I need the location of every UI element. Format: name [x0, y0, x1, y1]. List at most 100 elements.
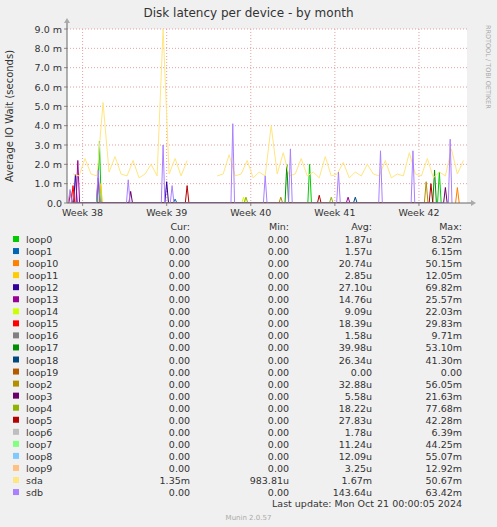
legend-stat: 0.00: [169, 355, 190, 366]
legend-swatch: [13, 308, 19, 314]
legend-stat: 69.82m: [426, 282, 462, 293]
legend-stat: 42.28m: [426, 415, 462, 426]
legend-stat: 1.78u: [345, 427, 372, 438]
legend-stat: 12.92m: [426, 463, 462, 474]
legend-stat: 21.63m: [426, 391, 462, 402]
legend-stat: 0.00: [268, 415, 289, 426]
legend-stat: 0.00: [268, 487, 289, 498]
legend-label: loop9: [26, 463, 52, 474]
legend-stat: 26.34u: [339, 355, 372, 366]
legend-stat: 0.00: [169, 270, 190, 281]
legend-label: sda: [26, 475, 43, 486]
legend-label: loop7: [26, 439, 52, 450]
legend-stat: 27.83u: [339, 415, 372, 426]
legend-stat: 0.00: [169, 246, 190, 257]
legend-swatch: [13, 381, 19, 387]
legend-stat: 77.68m: [426, 403, 462, 414]
legend-swatch: [13, 465, 19, 471]
y-tick-label: 4.0 m: [35, 120, 62, 131]
legend-stat: 0.00: [169, 451, 190, 462]
legend-stat: 0.00: [268, 306, 289, 317]
grid-line: [67, 125, 467, 126]
grid-line: [67, 183, 467, 184]
legend-swatch: [13, 236, 19, 242]
y-axis: [67, 23, 68, 203]
grid-line: [67, 67, 467, 68]
grid-line: [67, 87, 467, 88]
legend-stat: 0.00: [169, 294, 190, 305]
legend-stat: 1.35m: [160, 475, 190, 486]
legend-stat: 9.09u: [345, 306, 372, 317]
series-line: [456, 188, 460, 203]
chart: Disk latency per device - by monthAverag…: [0, 0, 497, 527]
legend-stat: 11.24u: [339, 439, 372, 450]
series-line: [76, 160, 350, 203]
legend-stat: 44.25m: [426, 439, 462, 450]
legend-stat: 0.00: [169, 234, 190, 245]
legend-swatch: [13, 248, 19, 254]
legend-label: loop5: [26, 415, 52, 426]
legend-stat: 0.00: [169, 282, 190, 293]
legend-stat: 0.00: [268, 391, 289, 402]
legend-stat: 0.00: [169, 487, 190, 498]
legend-stat: 55.07m: [426, 451, 462, 462]
credit: Munin 2.0.57: [226, 514, 272, 522]
series-line: [96, 178, 447, 203]
y-tick-label: 5.0 m: [35, 101, 62, 112]
legend-label: loop16: [26, 330, 58, 341]
legend-label: loop18: [26, 355, 58, 366]
grid-line: [418, 29, 419, 203]
legend-stat: 0.00: [169, 463, 190, 474]
legend-stat: 18.39u: [339, 318, 372, 329]
y-tick-label: 3.0 m: [35, 140, 62, 151]
y-tick-label: 2.0 m: [35, 159, 62, 170]
legend-swatch: [13, 417, 19, 423]
legend-stat: 1.57u: [345, 246, 372, 257]
legend-stat: 5.58u: [345, 391, 372, 402]
legend-stat: 18.22u: [339, 403, 372, 414]
x-axis: [67, 203, 471, 204]
legend-label: loop12: [26, 282, 58, 293]
legend-swatch: [13, 393, 19, 399]
legend-stat: 22.03m: [426, 306, 462, 317]
y-tick-label: 8.0 m: [35, 43, 62, 54]
legend-label: loop10: [26, 258, 58, 269]
legend-stat: 0.00: [268, 451, 289, 462]
legend-label: loop14: [26, 306, 58, 317]
legend-stat: 0.00: [268, 234, 289, 245]
legend-stat: 0.00: [268, 342, 289, 353]
legend-stat: 0.00: [169, 330, 190, 341]
legend-stat: 0.00: [268, 318, 289, 329]
series-line: [69, 184, 433, 203]
legend-stat: 12.05m: [426, 270, 462, 281]
x-tick-label: Week 40: [230, 207, 271, 218]
legend-header: Max:: [439, 221, 462, 232]
series-line: [279, 182, 428, 203]
legend-label: loop0: [26, 234, 52, 245]
legend-swatch: [13, 284, 19, 290]
y-tick-label: 6.0 m: [35, 82, 62, 93]
legend-stat: 0.00: [268, 246, 289, 257]
legend-stat: 63.42m: [426, 487, 462, 498]
legend-stat: 1.87u: [345, 234, 372, 245]
legend-label: loop11: [26, 270, 58, 281]
legend-stat: 0.00: [441, 367, 462, 378]
plot-area: [67, 29, 467, 203]
legend-swatch: [13, 477, 19, 483]
legend-stat: 0.00: [169, 415, 190, 426]
grid-line: [67, 29, 467, 30]
x-tick-label: Week 38: [62, 207, 103, 218]
background: [0, 0, 497, 527]
legend-stat: 6.15m: [432, 246, 462, 257]
legend-stat: 0.00: [268, 367, 289, 378]
grid-line: [67, 145, 467, 146]
legend-stat: 0.00: [268, 427, 289, 438]
legend-label: loop15: [26, 318, 58, 329]
legend-label: loop2: [26, 379, 52, 390]
legend-stat: 53.10m: [426, 342, 462, 353]
footer: Last update: Mon Oct 21 00:00:05 2024: [272, 498, 462, 509]
legend-stat: 12.09u: [339, 451, 372, 462]
legend-stat: 27.10u: [339, 282, 372, 293]
legend-swatch: [13, 357, 19, 363]
legend-label: loop19: [26, 367, 58, 378]
